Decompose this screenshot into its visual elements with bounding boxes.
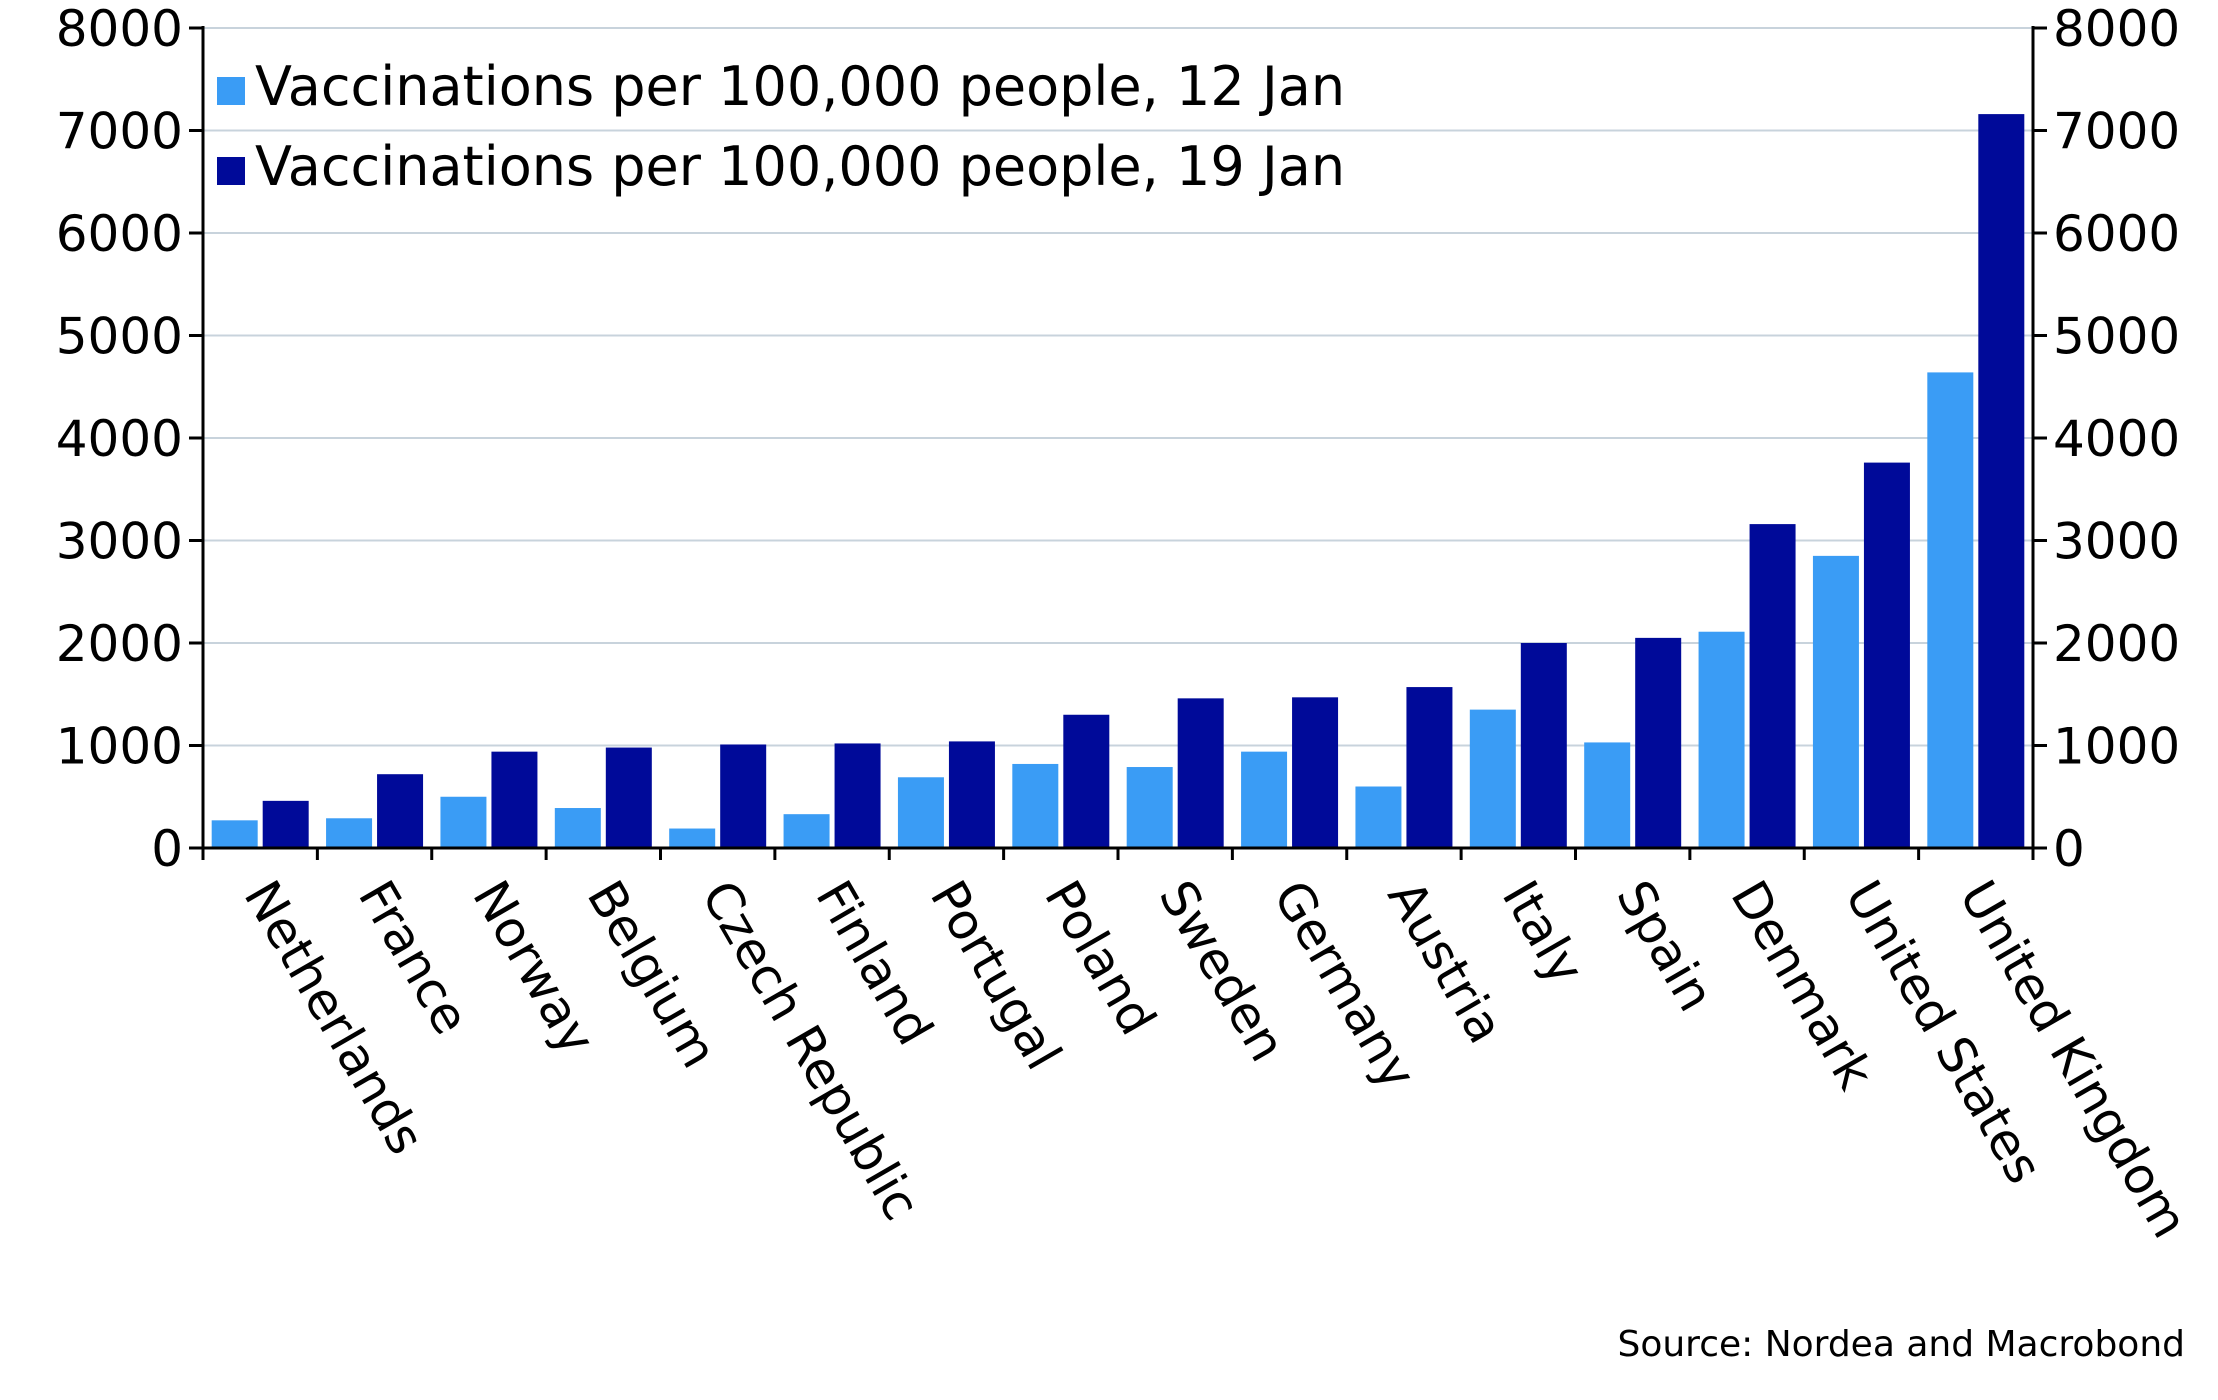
bar-poland-series-1 [1012, 763, 1059, 848]
legend-label-series-1: Vaccinations per 100,000 people, 12 Jan [255, 55, 1345, 118]
right-tick-label-4000: 4000 [2053, 410, 2180, 468]
bar-finland-series-2 [834, 743, 881, 848]
left-tick-label-1000: 1000 [56, 718, 183, 776]
right-y-axis-ticks: 0 1000 2000 3000 4000 5000 6000 7000 8000 [2033, 0, 2180, 878]
left-tick-label-8000: 8000 [56, 0, 183, 58]
bar-belgium-series-2 [605, 747, 652, 848]
bar-netherlands-series-2 [262, 800, 309, 848]
legend-swatch-series-1 [217, 77, 245, 105]
right-tick-label-7000: 7000 [2053, 103, 2180, 161]
bar-sweden-series-1 [1126, 767, 1173, 848]
bar-finland-series-1 [783, 814, 830, 848]
bar-united-kingdom-series-1 [1927, 372, 1974, 848]
bar-belgium-series-1 [554, 808, 601, 848]
bar-norway-series-2 [491, 751, 538, 848]
bar-czech-republic-series-1 [669, 828, 716, 848]
bar-germany-series-1 [1241, 751, 1288, 848]
bar-portugal-series-2 [948, 741, 995, 848]
bar-italy-series-1 [1469, 709, 1516, 848]
left-tick-label-3000: 3000 [56, 513, 183, 571]
bar-italy-series-2 [1520, 643, 1567, 848]
bar-netherlands-series-1 [211, 820, 258, 848]
left-tick-label-2000: 2000 [56, 615, 183, 673]
source-note: Source: Nordea and Macrobond [1617, 1324, 2185, 1365]
bar-czech-republic-series-2 [720, 744, 767, 848]
left-tick-label-5000: 5000 [56, 308, 183, 366]
bar-germany-series-2 [1292, 697, 1339, 848]
left-tick-label-4000: 4000 [56, 410, 183, 468]
right-tick-label-6000: 6000 [2053, 205, 2180, 263]
bar-denmark-series-2 [1749, 524, 1796, 848]
legend: Vaccinations per 100,000 people, 12 Jan V… [217, 55, 1345, 198]
bar-united-states-series-1 [1812, 555, 1859, 848]
left-tick-label-6000: 6000 [56, 205, 183, 263]
bars [211, 114, 2025, 849]
bar-spain-series-1 [1584, 742, 1631, 848]
right-tick-label-3000: 3000 [2053, 513, 2180, 571]
bar-united-kingdom-series-2 [1978, 114, 2025, 849]
bar-united-states-series-2 [1863, 462, 1910, 848]
bar-portugal-series-1 [897, 777, 944, 848]
bar-spain-series-2 [1635, 637, 1682, 848]
bar-sweden-series-2 [1177, 698, 1224, 848]
bar-france-series-2 [377, 774, 424, 848]
gridlines [203, 27, 2033, 747]
right-tick-label-2000: 2000 [2053, 615, 2180, 673]
bar-poland-series-2 [1063, 714, 1110, 848]
bar-norway-series-1 [440, 796, 487, 848]
legend-label-series-2: Vaccinations per 100,000 people, 19 Jan [255, 135, 1345, 198]
right-tick-label-0: 0 [2053, 820, 2085, 878]
right-tick-label-5000: 5000 [2053, 308, 2180, 366]
right-tick-label-1000: 1000 [2053, 718, 2180, 776]
right-tick-label-8000: 8000 [2053, 0, 2180, 58]
bar-austria-series-2 [1406, 687, 1453, 848]
bar-denmark-series-1 [1698, 631, 1745, 848]
left-y-axis-ticks: 0 1000 2000 3000 4000 5000 6000 7000 8000 [56, 0, 203, 878]
bar-france-series-1 [326, 818, 373, 848]
left-tick-label-0: 0 [151, 820, 183, 878]
legend-swatch-series-2 [217, 157, 245, 185]
left-tick-label-7000: 7000 [56, 103, 183, 161]
bar-austria-series-1 [1355, 786, 1402, 848]
category-label-spain: Spain [1605, 871, 1725, 1021]
category-label-italy: Italy [1491, 871, 1595, 994]
